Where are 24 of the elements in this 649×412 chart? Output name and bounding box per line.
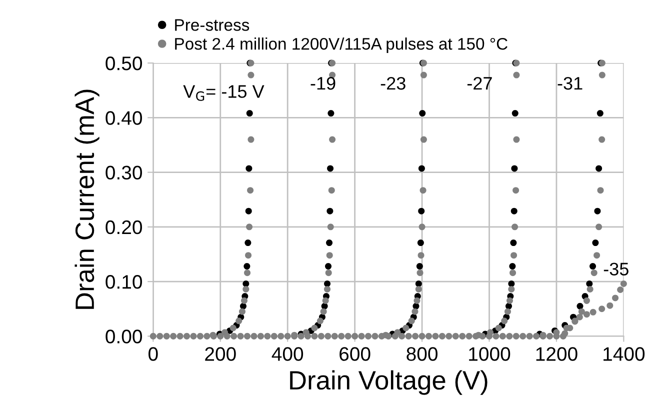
x-tick-label: 200: [205, 347, 236, 361]
x-tick-label: 1200: [536, 347, 578, 361]
x-tick-label: 800: [406, 347, 438, 361]
x-tick-label: 1000: [469, 347, 510, 361]
annotation: V$_{G}$= -15 V: [183, 85, 264, 101]
annotation: -31: [558, 76, 582, 90]
annotation: -27: [467, 76, 492, 90]
annotation: -35: [604, 262, 628, 276]
legend-label: Post 2.4 million 1200V/115A pulses at 150 °C: [175, 38, 508, 54]
y-axis-title: Drain Current (mA): [74, 90, 100, 309]
legend-label: Pre-stress: [175, 19, 250, 31]
y-tick-label: 0.00: [106, 330, 142, 344]
y-tick-label: 0.30: [106, 166, 142, 180]
annotation: -19: [310, 76, 336, 90]
y-tick-label: 0.50: [106, 56, 142, 70]
x-axis-title: Drain Voltage (V): [290, 370, 488, 395]
annotation: -23: [380, 76, 406, 90]
y-tick-label: 0.10: [106, 275, 142, 289]
x-tick-label: 400: [272, 347, 304, 361]
y-tick-label: 0.40: [106, 111, 142, 125]
x-tick-label: 600: [340, 347, 370, 361]
y-tick-label: 0.20: [106, 220, 142, 234]
x-tick-label: 1400: [604, 347, 645, 361]
x-tick-label: 0: [148, 347, 158, 361]
